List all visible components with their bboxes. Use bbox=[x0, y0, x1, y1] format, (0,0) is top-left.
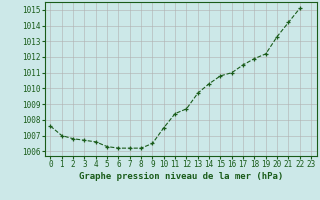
X-axis label: Graphe pression niveau de la mer (hPa): Graphe pression niveau de la mer (hPa) bbox=[79, 172, 283, 181]
